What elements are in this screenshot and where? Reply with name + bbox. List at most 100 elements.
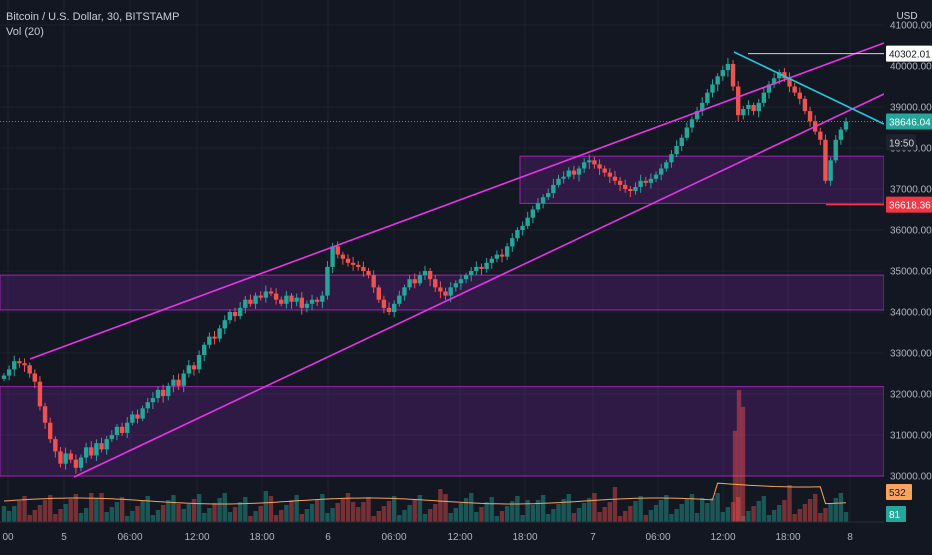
volume-bar: [140, 501, 145, 522]
volume-bar: [833, 498, 838, 522]
volume-bar: [628, 506, 633, 522]
chart-legend: Bitcoin / U.S. Dollar, 30, BITSTAMP Vol …: [6, 10, 179, 40]
candle-body: [658, 168, 664, 175]
volume-bar: [89, 493, 94, 522]
candle-body: [48, 422, 53, 440]
candle-body: [356, 264, 361, 267]
candle-body: [566, 170, 571, 177]
candle-body: [489, 258, 494, 263]
volume-bar: [412, 500, 417, 522]
candle-body: [145, 402, 150, 409]
volume-bar: [551, 509, 556, 522]
price-tick-label: 32000.00: [890, 390, 932, 401]
candle-body: [571, 170, 577, 175]
candle-body: [515, 230, 520, 239]
volume-bar: [587, 498, 592, 522]
candle-body: [217, 328, 222, 339]
volume-bar: [186, 504, 192, 522]
candle-body: [176, 379, 181, 386]
price-tick-label: 39000.00: [890, 103, 932, 114]
candle-body: [720, 70, 725, 77]
candle-body: [484, 262, 489, 269]
volume-bar: [150, 515, 156, 522]
volume-bars: [1, 390, 849, 522]
candle-body: [345, 258, 351, 263]
candle-body: [818, 131, 823, 140]
time-tick-label: 12:00: [184, 532, 209, 543]
volume-bar: [546, 514, 551, 522]
symbol-title[interactable]: Bitcoin / U.S. Dollar, 30, BITSTAMP: [6, 11, 180, 23]
volume-bar: [838, 493, 844, 522]
volume-indicator-title[interactable]: Vol (20): [6, 26, 44, 38]
volume-bar: [761, 496, 767, 522]
volume-bar: [525, 500, 530, 522]
candle-body: [546, 193, 551, 198]
volume-bar: [617, 516, 623, 522]
candle-body: [361, 266, 366, 271]
currency-label: USD: [896, 11, 917, 22]
volume-ma-label: 532: [889, 488, 906, 499]
drawings[interactable]: [0, 42, 885, 478]
candle-body: [340, 254, 346, 259]
volume-bar: [448, 513, 453, 522]
candle-body: [453, 283, 459, 288]
candle-body: [530, 209, 536, 218]
volume-bar: [515, 496, 520, 522]
time-tick-label: 18:00: [512, 532, 537, 543]
volume-bar: [787, 485, 792, 522]
candle-body: [304, 303, 310, 308]
volume-bar: [114, 502, 120, 522]
volume-bar: [371, 516, 376, 522]
time-tick-label: 12:00: [710, 532, 735, 543]
candle-body: [458, 279, 464, 284]
bar-countdown-label: 19:50: [889, 139, 914, 150]
volume-bar: [828, 503, 833, 522]
channel-upper-line: [29, 42, 885, 360]
time-tick-label: 06:00: [117, 532, 142, 543]
candle-body: [561, 176, 566, 179]
volume-bar: [376, 511, 381, 522]
volume-bar: [792, 514, 797, 522]
volume-bar: [433, 504, 438, 522]
volume-bar: [155, 510, 161, 522]
volume-bar: [581, 503, 587, 522]
price-axis[interactable]: USD41000.0040000.0039000.0038000.0037000…: [884, 0, 932, 550]
candle-body: [833, 139, 838, 161]
volume-bar: [751, 506, 756, 522]
candle-body: [427, 271, 433, 280]
candle-body: [89, 447, 94, 456]
candle-body: [843, 121, 849, 130]
volume-bar: [248, 516, 253, 522]
candle-body: [78, 457, 84, 468]
volume-bar: [782, 500, 787, 522]
candle-body: [350, 262, 356, 265]
candle-body: [448, 287, 453, 296]
candle-body: [463, 275, 469, 280]
volume-bar: [535, 500, 541, 522]
descending-trendline: [733, 51, 885, 125]
level-high-price-label: 40302.01: [889, 50, 931, 61]
volume-bar: [335, 503, 340, 522]
volume-bar: [196, 494, 202, 522]
candle-body: [633, 186, 638, 192]
candle-body: [581, 162, 587, 169]
candle-body: [171, 379, 176, 386]
volume-bar: [689, 494, 695, 522]
candle-body: [751, 104, 756, 112]
candlesticks: [1, 57, 849, 474]
candle-body: [746, 104, 751, 110]
volume-bar: [22, 496, 27, 522]
volume-bar: [469, 493, 474, 522]
candle-body: [125, 422, 130, 433]
time-tick-label: 18:00: [249, 532, 274, 543]
candle-body: [181, 373, 186, 386]
candle-body: [196, 355, 202, 370]
price-labels: 40302.01 38646.04 19:50 36618.36 532 81: [886, 45, 932, 522]
candle-body: [299, 297, 304, 308]
time-axis[interactable]: 00 5 06:00 12:00 18:00 6 06:00 12:00 18:00 7 06:00…: [0, 521, 884, 543]
volume-bar: [463, 498, 469, 522]
volume-bar: [171, 495, 176, 522]
candle-body: [741, 109, 746, 116]
